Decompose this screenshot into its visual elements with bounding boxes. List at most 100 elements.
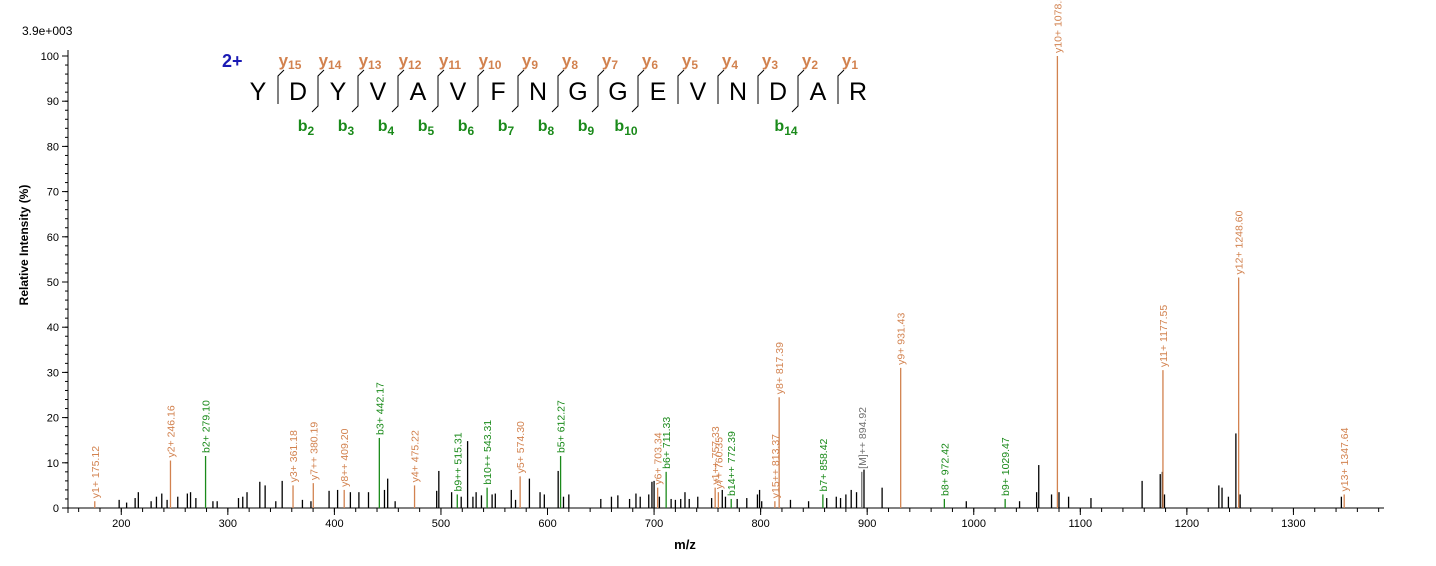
sequence-residue: A: [410, 78, 427, 106]
y-cleavage-mark: [677, 69, 685, 90]
y-cleavage-mark: [277, 69, 285, 90]
y-cleavage-mark: [797, 69, 805, 90]
b-ion-label: b5: [418, 118, 435, 138]
y-tick-label: 40: [47, 322, 59, 334]
y-ion-label: y13: [359, 51, 382, 72]
peak-label: b10++ 543.31: [482, 420, 494, 485]
b-ion-label: b9: [578, 118, 595, 138]
b-cleavage-mark: [631, 82, 639, 113]
b-ion-label: b7: [498, 118, 515, 138]
b-ion-label: b8: [538, 118, 555, 138]
sequence-residue: V: [370, 78, 387, 106]
peak-labels: y1+ 175.12 y2+ 246.16 b2+ 279.10 y3+ 361.18…: [90, 0, 1351, 498]
x-tick-label: 200: [112, 518, 130, 530]
y-ion-label: y2: [802, 51, 818, 72]
sequence-residue: N: [729, 78, 747, 106]
peak-label: y2+ 246.16: [165, 405, 177, 457]
y-ion-label: y6: [642, 51, 658, 72]
y-cleavage-mark: [397, 69, 405, 90]
peak-label: y8++ 409.20: [339, 428, 351, 487]
peak-label: y10+ 1078.50: [1052, 0, 1064, 53]
y-cleavage-mark: [757, 69, 765, 90]
peak-label: b8+ 972.42: [939, 443, 951, 496]
y-cleavage-mark: [717, 69, 725, 90]
x-tick-label: 800: [751, 518, 769, 530]
b-cleavage-mark: [431, 82, 439, 113]
x-tick-label: 600: [538, 518, 556, 530]
x-tick-label: 1200: [1175, 518, 1199, 530]
peak-label: y11+ 1177.55: [1158, 305, 1170, 368]
x-tick-label: 300: [219, 518, 237, 530]
b-ion-label: b6: [458, 118, 475, 138]
b-cleavage-mark: [391, 82, 399, 113]
sequence-residue: R: [849, 78, 867, 106]
b-cleavage-mark: [511, 82, 519, 113]
y-ion-label: y1: [842, 51, 858, 72]
y-ion-label: y8: [562, 51, 578, 72]
peak-label: y6+ 703.34: [653, 432, 665, 484]
peak-label: [M]++ 894.92: [857, 407, 869, 469]
b-cleavage-mark: [591, 82, 599, 113]
peak-label: y9+ 931.43: [896, 312, 908, 364]
peak-label: b2+ 279.10: [201, 400, 213, 453]
peak-label: b6+ 711.33: [661, 417, 673, 469]
peak-label: y3+ 361.18: [288, 430, 300, 482]
sequence-residue: N: [529, 78, 547, 106]
x-tick-label: 400: [325, 518, 343, 530]
peak-label: y13+ 1347.64: [1339, 427, 1351, 491]
y-cleavage-mark: [517, 69, 525, 90]
y-ion-label: y14: [319, 51, 342, 72]
peak-series: [94, 56, 1345, 508]
y-cleavage-mark: [557, 69, 565, 90]
y-tick-label: 0: [53, 503, 59, 515]
sequence-residue: G: [608, 78, 627, 106]
y-ion-label: y3: [762, 51, 778, 72]
peak-label: b7+ 858.42: [818, 438, 830, 491]
sequence-residue: Y: [330, 78, 347, 106]
peak-label: y1+ 175.12: [90, 446, 102, 498]
x-tick-label: 700: [645, 518, 663, 530]
y-tick-label: 70: [47, 187, 59, 199]
b-cleavage-mark: [471, 82, 479, 113]
x-tick-label: 1300: [1281, 518, 1305, 530]
sequence-residue: F: [490, 78, 505, 106]
y-ion-label: y10: [479, 51, 502, 72]
peak-label: b9++ 515.31: [452, 432, 464, 491]
b-cleavage-mark: [551, 82, 559, 113]
x-axis-label: m/z: [674, 537, 696, 552]
y-ion-label: y7: [602, 51, 618, 72]
x-tick-label: 900: [858, 518, 876, 530]
y-cleavage-mark: [597, 69, 605, 90]
y-cleavage-mark: [477, 69, 485, 90]
y-ion-label: y9: [522, 51, 538, 72]
peak-label: y5+ 574.30: [515, 421, 527, 473]
peak-label: y1++ 757.33: [710, 426, 722, 485]
sequence-residue: V: [690, 78, 707, 106]
b-cleavage-mark: [351, 82, 359, 113]
b-ion-label: b14: [774, 118, 797, 138]
peak-label: b9+ 1029.47: [1000, 437, 1012, 496]
y-axis-label: Relative Intensity (%): [17, 185, 31, 306]
x-tick-label: 1000: [962, 518, 986, 530]
sequence-residue: Y: [250, 78, 267, 106]
y-cleavage-mark: [637, 69, 645, 90]
peak-label: y7++ 380.19: [308, 422, 320, 481]
peak-label: b3+ 442.17: [374, 382, 386, 435]
y-cleavage-mark: [357, 69, 365, 90]
y-tick-label: 60: [47, 232, 59, 244]
peak-label: y12+ 1248.60: [1234, 210, 1246, 274]
charge-state-label: 2+: [222, 51, 243, 71]
b-ion-label: b4: [378, 118, 395, 138]
y-tick-label: 80: [47, 141, 59, 153]
sequence-residue: E: [650, 78, 667, 106]
y-cleavage-mark: [317, 69, 325, 90]
y-ion-label: y15: [279, 51, 302, 72]
peak-label: y8+ 817.39: [774, 342, 786, 394]
y-ion-label: y5: [682, 51, 698, 72]
y-ion-label: y11: [439, 51, 461, 72]
y-tick-label: 90: [47, 96, 59, 108]
y-cleavage-mark: [437, 69, 445, 90]
y-tick-label: 20: [47, 413, 59, 425]
b-ion-label: b3: [338, 118, 355, 138]
